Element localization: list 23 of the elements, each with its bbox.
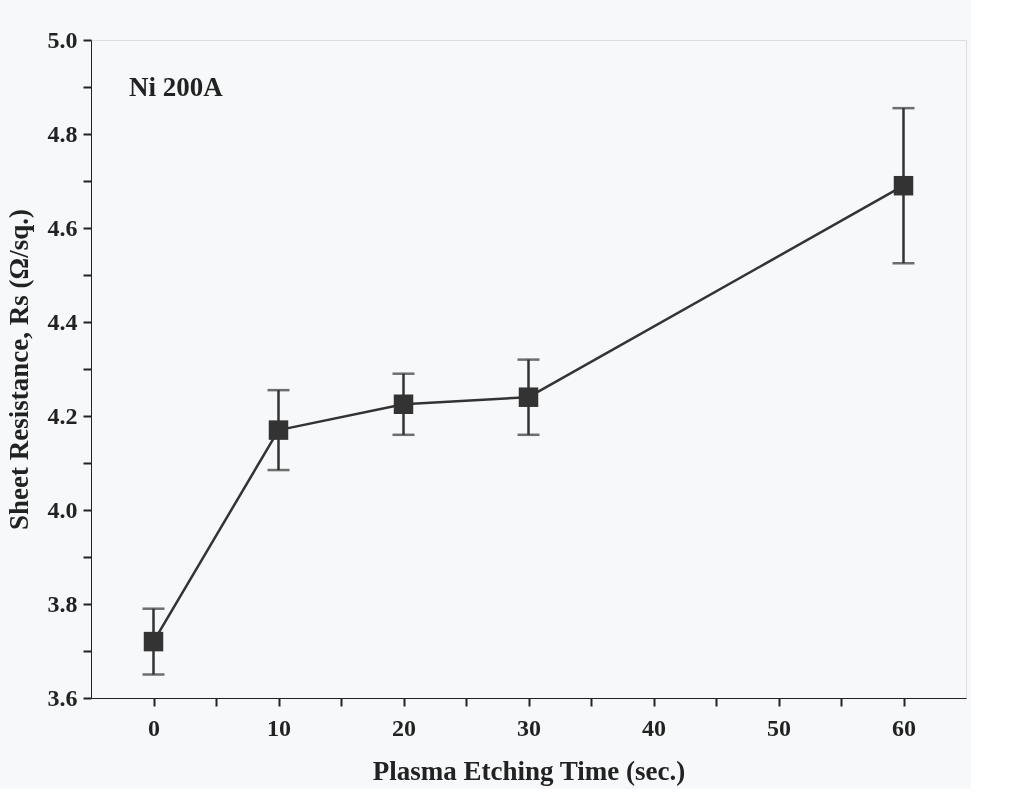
y-axis-title: Sheet Resistance, Rs (Ω/sq.): [3, 209, 34, 530]
x-tick-label: 30: [517, 714, 541, 741]
y-tick-label: 4.6: [47, 214, 78, 241]
point: [268, 420, 289, 440]
y-tick-label: 4.2: [47, 402, 78, 429]
x-tick-label: 60: [892, 714, 916, 741]
y-tick-label: 3.6: [47, 684, 78, 711]
y-tick-label: 4.8: [47, 120, 78, 147]
point: [393, 394, 414, 414]
point: [518, 387, 539, 407]
y-tick-label: 5.0: [47, 26, 78, 53]
y-tick-label: 4.4: [47, 308, 78, 335]
x-tick-label: 40: [642, 714, 666, 741]
x-tick-label: 10: [267, 714, 291, 741]
x-tick-label: 20: [392, 714, 416, 741]
x-tick-label: 50: [767, 714, 791, 741]
point: [893, 175, 914, 196]
annotation: Ni 200A: [129, 72, 224, 102]
x-axis-title: Plasma Etching Time (sec.): [372, 755, 686, 786]
x-tick-label: 0: [148, 714, 160, 741]
point: [143, 631, 164, 652]
y-tick-label: 4.0: [47, 496, 78, 523]
y-tick-label: 3.8: [47, 590, 78, 617]
